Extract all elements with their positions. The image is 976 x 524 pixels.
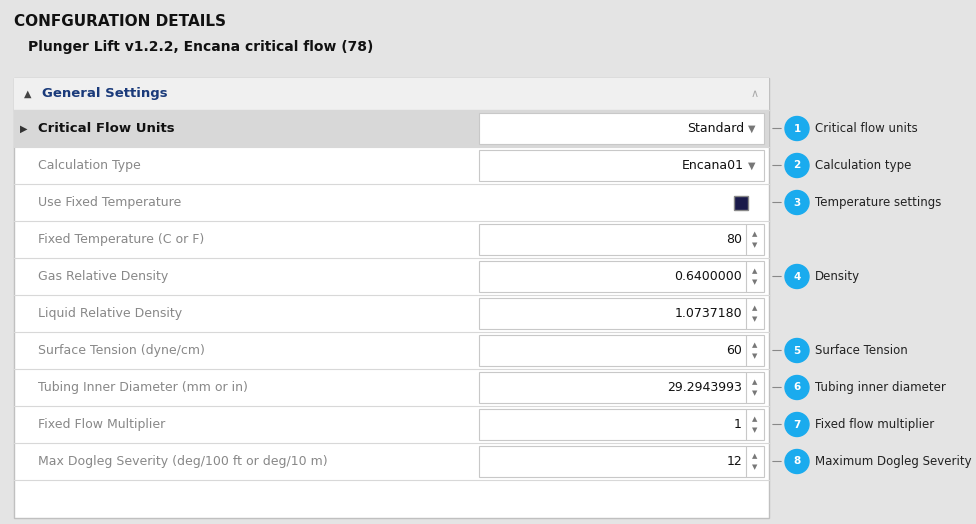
Text: Liquid Relative Density: Liquid Relative Density <box>38 307 183 320</box>
Text: ▲: ▲ <box>752 305 757 311</box>
Text: Plunger Lift v1.2.2, Encana critical flow (78): Plunger Lift v1.2.2, Encana critical flo… <box>28 40 374 54</box>
Text: Surface Tension (dyne/cm): Surface Tension (dyne/cm) <box>38 344 205 357</box>
Text: Fixed Temperature (C or F): Fixed Temperature (C or F) <box>38 233 204 246</box>
Text: ▲: ▲ <box>752 379 757 385</box>
Text: Critical flow units: Critical flow units <box>815 122 917 135</box>
Circle shape <box>785 339 809 363</box>
Text: Density: Density <box>815 270 860 283</box>
Text: Use Fixed Temperature: Use Fixed Temperature <box>38 196 182 209</box>
Circle shape <box>785 412 809 436</box>
Text: 29.2943993: 29.2943993 <box>668 381 742 394</box>
Text: Gas Relative Density: Gas Relative Density <box>38 270 168 283</box>
Text: Encana01: Encana01 <box>682 159 744 172</box>
Text: ▶: ▶ <box>20 124 27 134</box>
Circle shape <box>785 191 809 214</box>
Text: 8: 8 <box>793 456 800 466</box>
Text: Temperature settings: Temperature settings <box>815 196 942 209</box>
Text: ▼: ▼ <box>749 124 755 134</box>
Text: ▲: ▲ <box>752 231 757 237</box>
Text: 60: 60 <box>726 344 742 357</box>
Text: Standard: Standard <box>687 122 744 135</box>
Text: 5: 5 <box>793 345 800 355</box>
Bar <box>479 224 764 255</box>
Text: ▲: ▲ <box>752 416 757 422</box>
Text: 1: 1 <box>734 418 742 431</box>
Bar <box>479 150 764 181</box>
Text: Calculation type: Calculation type <box>815 159 912 172</box>
Circle shape <box>785 116 809 140</box>
Text: Fixed Flow Multiplier: Fixed Flow Multiplier <box>38 418 165 431</box>
Circle shape <box>785 265 809 289</box>
Text: 3: 3 <box>793 198 800 208</box>
Bar <box>479 298 764 329</box>
Bar <box>14 110 769 147</box>
Text: ▼: ▼ <box>752 279 757 285</box>
Text: Fixed flow multiplier: Fixed flow multiplier <box>815 418 934 431</box>
Text: ▼: ▼ <box>752 316 757 322</box>
Circle shape <box>785 154 809 178</box>
Text: 7: 7 <box>793 420 800 430</box>
Text: CONFGURATION DETAILS: CONFGURATION DETAILS <box>14 14 226 29</box>
Bar <box>479 113 764 144</box>
Text: ▼: ▼ <box>752 390 757 396</box>
Text: 12: 12 <box>726 455 742 468</box>
Text: 2: 2 <box>793 160 800 170</box>
Text: ▼: ▼ <box>752 427 757 433</box>
Text: Max Dogleg Severity (deg/100 ft or deg/10 m): Max Dogleg Severity (deg/100 ft or deg/1… <box>38 455 328 468</box>
Text: Tubing Inner Diameter (mm or in): Tubing Inner Diameter (mm or in) <box>38 381 248 394</box>
Text: ▼: ▼ <box>752 353 757 359</box>
Text: 1.0737180: 1.0737180 <box>674 307 742 320</box>
Text: 1: 1 <box>793 124 800 134</box>
Bar <box>479 372 764 403</box>
Circle shape <box>785 450 809 474</box>
Bar <box>14 78 769 110</box>
Text: ▲: ▲ <box>752 453 757 459</box>
Bar <box>14 78 769 518</box>
Text: ▼: ▼ <box>752 464 757 470</box>
Text: 80: 80 <box>726 233 742 246</box>
Text: Critical Flow Units: Critical Flow Units <box>38 122 175 135</box>
Text: ▼: ▼ <box>752 242 757 248</box>
Bar <box>479 261 764 292</box>
Text: Maximum Dogleg Severity: Maximum Dogleg Severity <box>815 455 972 468</box>
Text: ▼: ▼ <box>749 160 755 170</box>
Text: General Settings: General Settings <box>42 88 168 101</box>
Bar <box>479 409 764 440</box>
Bar <box>479 446 764 477</box>
Text: Calculation Type: Calculation Type <box>38 159 141 172</box>
Bar <box>479 335 764 366</box>
Text: Tubing inner diameter: Tubing inner diameter <box>815 381 946 394</box>
Text: ▲: ▲ <box>752 268 757 274</box>
Text: 0.6400000: 0.6400000 <box>674 270 742 283</box>
Text: 6: 6 <box>793 383 800 392</box>
Text: ▲: ▲ <box>24 89 32 99</box>
Text: ▲: ▲ <box>752 342 757 348</box>
Text: 4: 4 <box>793 271 800 281</box>
Text: ∧: ∧ <box>751 89 759 99</box>
Circle shape <box>785 376 809 399</box>
Text: Surface Tension: Surface Tension <box>815 344 908 357</box>
Bar <box>734 195 748 210</box>
